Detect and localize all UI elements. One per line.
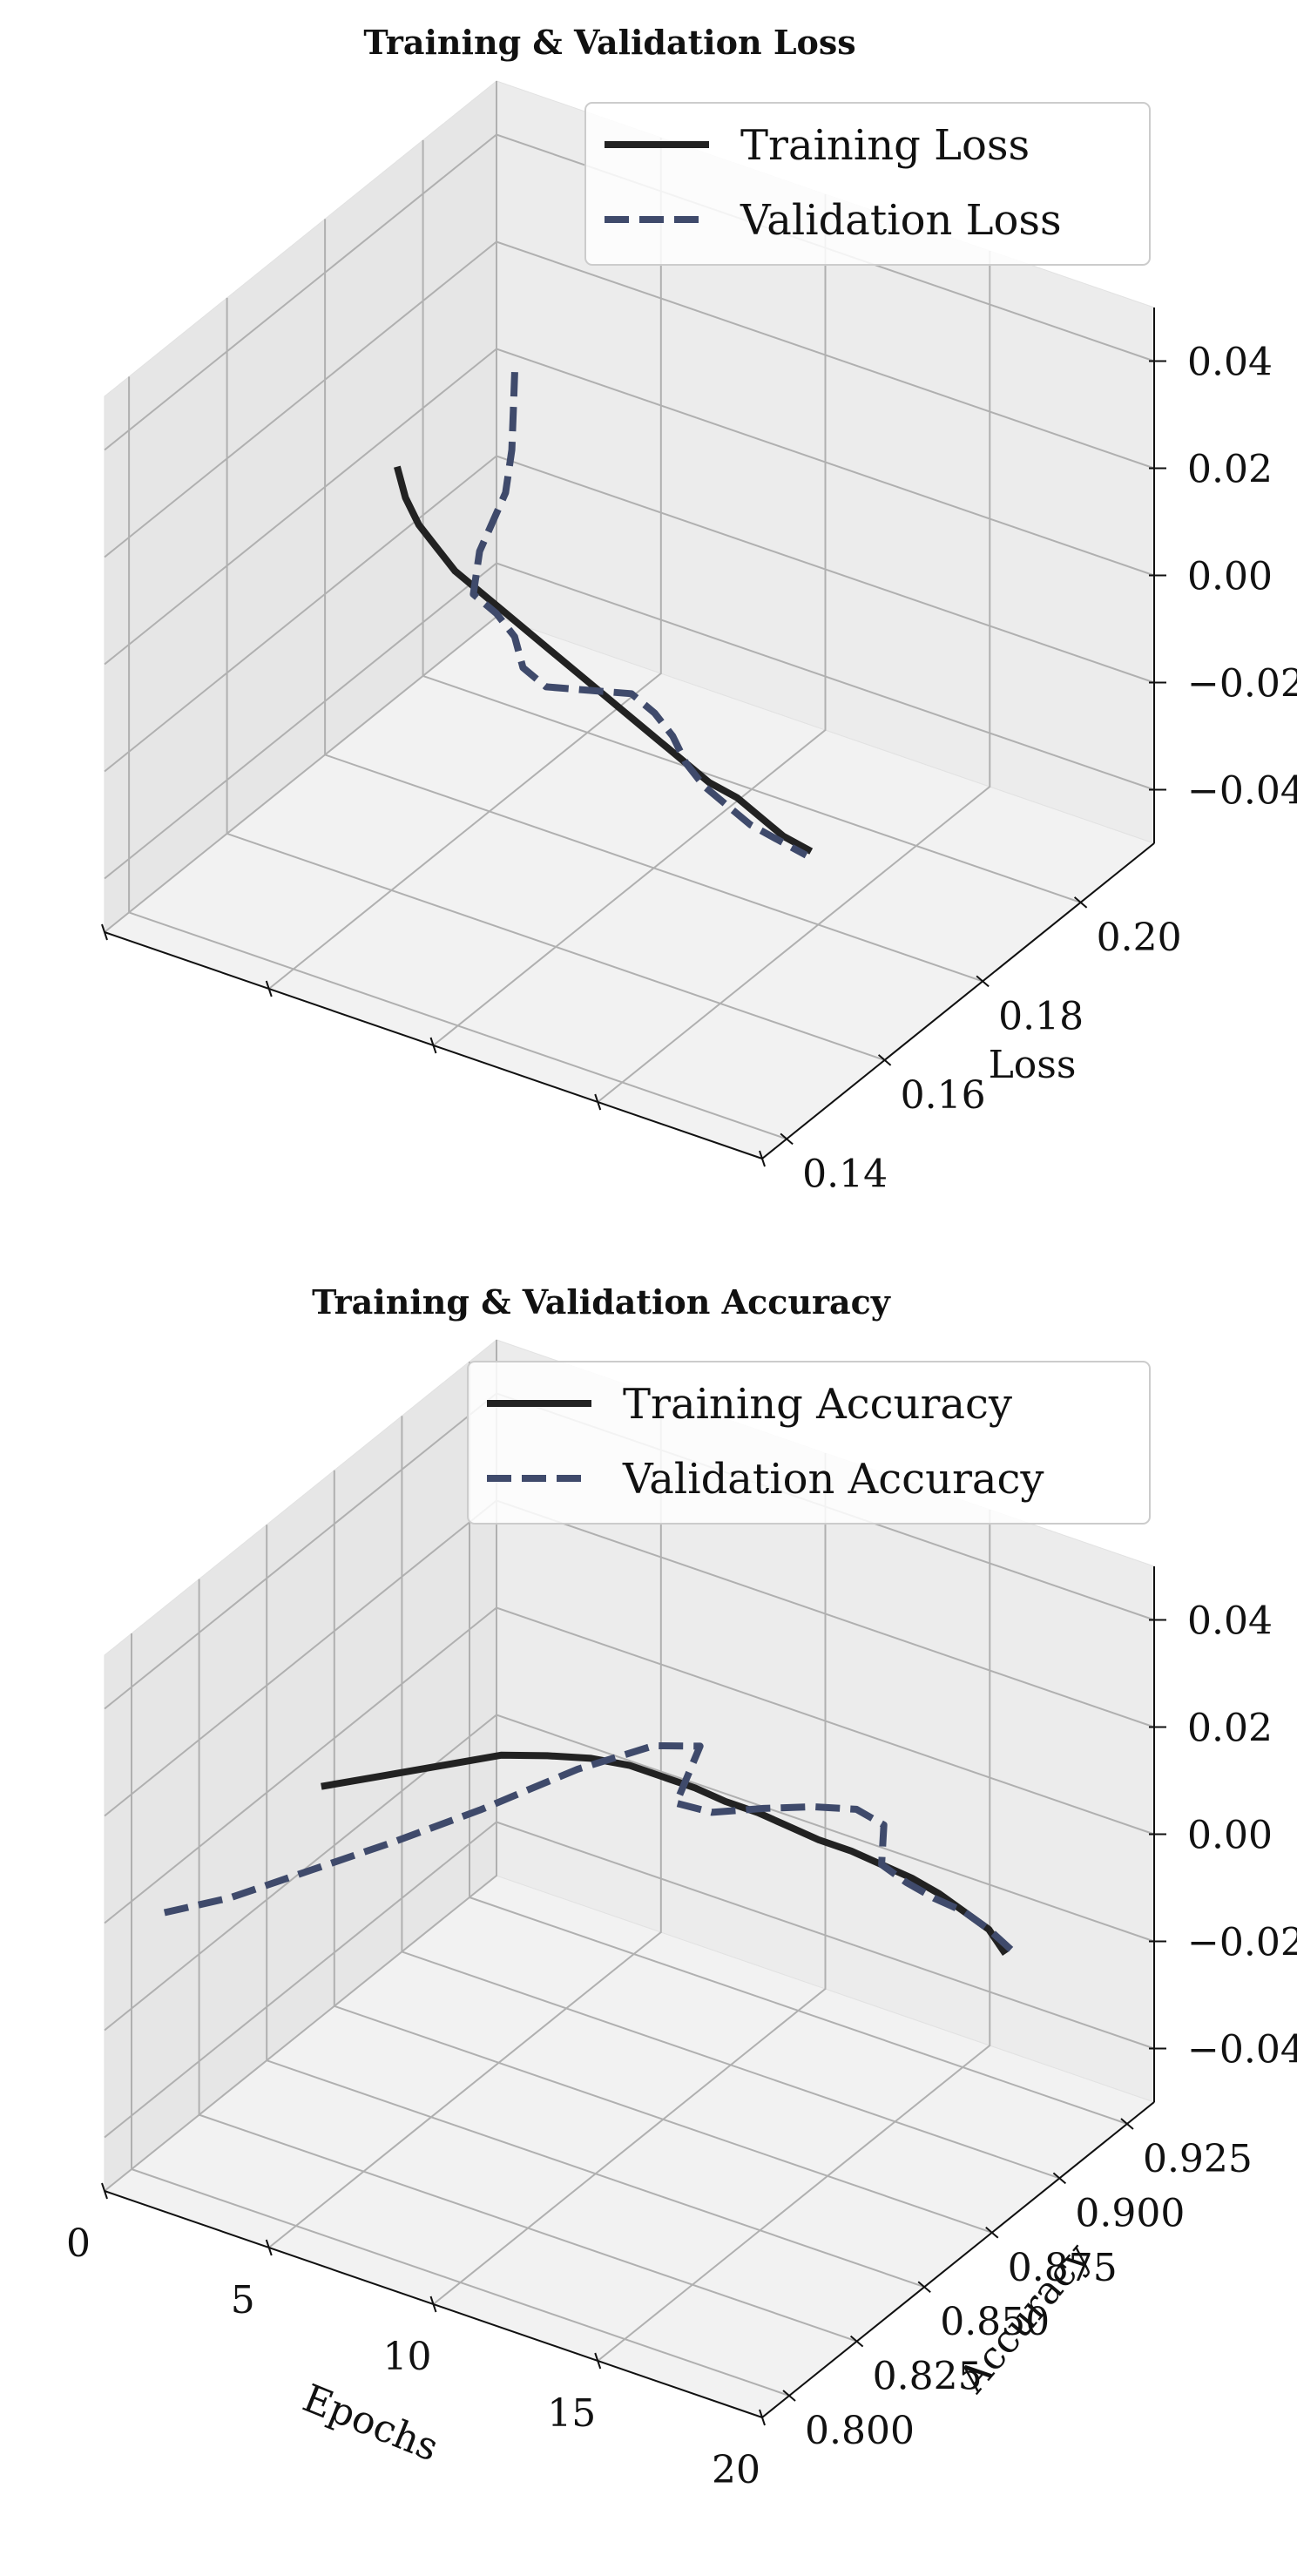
y-tick-mark — [780, 1132, 794, 1146]
x-tick-mark — [594, 2352, 602, 2370]
grid-line — [104, 1606, 1155, 1924]
y-tick-label: 0.800 — [805, 2409, 915, 2453]
z-tick-label: −0.04 — [1187, 2028, 1297, 2072]
y-tick-label: 0.20 — [1097, 916, 1182, 960]
chart-title: Training & Validation Loss — [363, 23, 855, 62]
series-line-training-loss — [394, 465, 814, 855]
y-tick-label: 0.850 — [940, 2300, 1050, 2344]
grid-line — [104, 133, 1155, 451]
y-tick-mark — [877, 1054, 892, 1066]
y-tick-mark — [849, 2335, 864, 2348]
series-line-training-accuracy — [321, 1751, 1009, 1957]
legend-label: Validation Loss — [740, 196, 1062, 245]
grid-line — [597, 1510, 991, 2362]
grid-line — [104, 240, 1155, 558]
x-axis-label: Epochs — [297, 2377, 445, 2471]
x-tick-label: 5 — [231, 2278, 255, 2322]
series-line-validation-loss — [469, 371, 808, 859]
x-tick-mark — [429, 2295, 437, 2313]
grid-line — [268, 1396, 662, 2248]
series-line-validation-accuracy — [163, 1741, 1014, 1952]
z-tick-label: 0.04 — [1187, 341, 1273, 385]
y-tick-mark — [976, 975, 990, 988]
z-tick-label: −0.04 — [1187, 769, 1297, 814]
grid-line — [131, 1633, 790, 2397]
chart-panel-1: 0.14 0.16 0.18 0.20 −0.04 −0.02 0.00 0.02 0.04 Lo… — [101, 23, 1297, 1196]
grid-line — [422, 139, 1081, 903]
y-tick-mark — [782, 2390, 796, 2402]
x-tick-mark — [594, 1093, 602, 1111]
x-tick-mark — [101, 923, 108, 941]
grid-line — [104, 455, 1155, 773]
legend-label: Training Accuracy — [623, 1380, 1012, 1429]
legend-label: Validation Accuracy — [622, 1455, 1044, 1504]
grid-line — [198, 1579, 857, 2343]
x-tick-label: 10 — [383, 2335, 432, 2379]
y-tick-mark — [1073, 896, 1088, 909]
grid-line — [597, 251, 991, 1103]
y-axis-line — [761, 2101, 1155, 2418]
legend: Training Loss Validation Loss — [584, 102, 1151, 266]
legend-box — [467, 1361, 1151, 1525]
grid-line — [401, 1416, 1060, 2180]
z-tick-label: −0.02 — [1187, 662, 1297, 707]
legend: Training Accuracy Validation Accuracy — [467, 1361, 1151, 1525]
chart-panel-2: 0 5 10 15 20 0.800 0.825 0.850 0.875 0.900 0.925 −0… — [66, 1282, 1297, 2492]
y-tick-label: 0.900 — [1075, 2191, 1185, 2235]
y-tick-label: 0.16 — [901, 1073, 986, 1118]
grid-line — [266, 1525, 925, 2289]
legend-box — [584, 102, 1151, 266]
y-tick-mark — [1120, 2118, 1134, 2130]
grid-line — [104, 348, 1155, 666]
grid-line — [432, 1453, 827, 2305]
x-tick-label: 15 — [547, 2391, 596, 2436]
x-tick-mark — [101, 2182, 108, 2200]
grid-line — [104, 1714, 1155, 2032]
y-tick-mark — [917, 2281, 931, 2293]
x-tick-mark — [265, 2239, 273, 2256]
legend-label: Training Loss — [740, 121, 1030, 170]
z-tick-label: 0.00 — [1187, 555, 1273, 599]
y-tick-mark — [1052, 2172, 1067, 2185]
grid-line — [104, 1821, 1155, 2139]
grid-line — [226, 297, 885, 1061]
z-tick-label: 0.04 — [1187, 1599, 1273, 1644]
z-tick-label: 0.00 — [1187, 1814, 1273, 1858]
grid-line — [268, 138, 662, 990]
y-tick-label: 0.875 — [1008, 2246, 1118, 2290]
x-tick-mark — [265, 980, 273, 997]
x-tick-mark — [429, 1037, 437, 1054]
grid-line — [432, 194, 827, 1046]
y-tick-label: 0.18 — [998, 994, 1084, 1038]
chart-title: Training & Validation Accuracy — [312, 1282, 891, 1322]
y-tick-label: 0.825 — [873, 2355, 983, 2399]
grid-line — [104, 562, 1155, 880]
grid-line — [333, 1470, 993, 2234]
y-axis-label: Loss — [989, 1043, 1077, 1087]
z-tick-label: 0.02 — [1187, 448, 1273, 492]
x-tick-label: 0 — [66, 2221, 91, 2266]
y-tick-mark — [985, 2227, 999, 2239]
grid-line — [469, 1362, 1128, 2125]
y-tick-label: 0.14 — [802, 1152, 888, 1196]
grid-line — [324, 219, 983, 983]
y-tick-label: 0.925 — [1143, 2137, 1253, 2181]
y-axis-line — [761, 842, 1155, 1160]
z-tick-label: −0.02 — [1187, 1921, 1297, 1965]
z-tick-label: 0.02 — [1187, 1707, 1273, 1751]
x-tick-label: 20 — [712, 2448, 760, 2492]
grid-line — [128, 376, 787, 1140]
